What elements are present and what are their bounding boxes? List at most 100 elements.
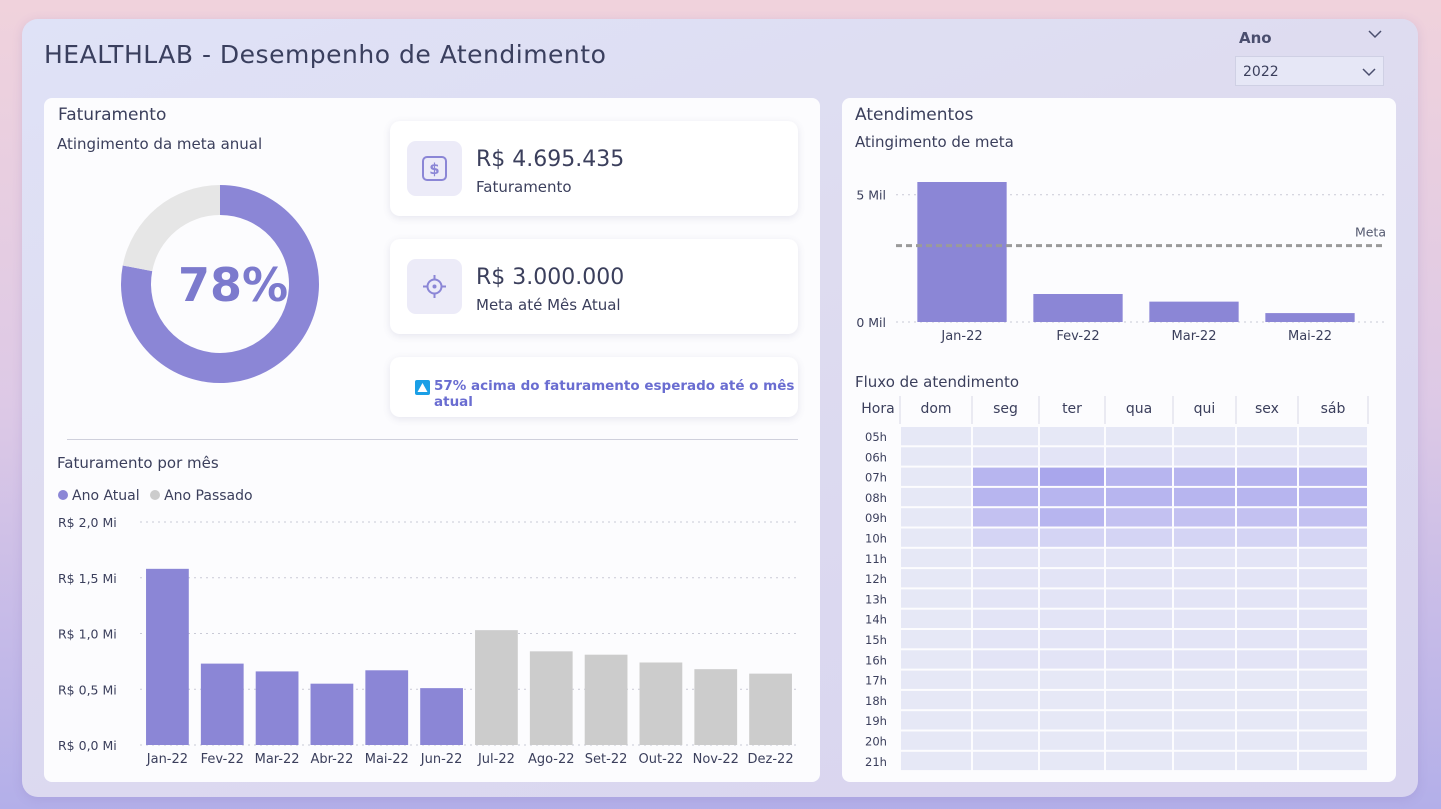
atendimentos-title: Atendimentos	[855, 105, 974, 125]
heatmap-cell	[901, 447, 971, 466]
heatmap-cell	[973, 670, 1038, 689]
heatmap-cell	[1040, 589, 1104, 608]
legend-label-current: Ano Atual	[72, 488, 140, 504]
x-tick-label: Nov-22	[693, 752, 739, 767]
heatmap-cell	[1174, 609, 1235, 628]
faturamento-title: Faturamento	[58, 105, 167, 125]
heatmap-hour-header: Hora	[861, 401, 894, 417]
heatmap-cell	[1237, 670, 1297, 689]
heatmap-cell	[1237, 508, 1297, 527]
heatmap-cell	[901, 751, 971, 771]
heatmap-cell	[1299, 711, 1367, 730]
heatmap-cell	[1040, 467, 1104, 486]
heatmap-cell	[1040, 670, 1104, 689]
year-select[interactable]: 2022	[1235, 56, 1384, 86]
heatmap-cell	[973, 630, 1038, 649]
heatmap-cell	[1237, 548, 1297, 568]
y-tick-label: R$ 1,5 Mi	[58, 571, 117, 586]
y-tick-label: R$ 0,5 Mi	[58, 682, 117, 697]
x-tick-label: Set-22	[585, 752, 628, 767]
x-tick-label: Ago-22	[528, 752, 575, 767]
heatmap-cell	[1040, 711, 1104, 730]
legend-item-current[interactable]: Ano Atual	[58, 488, 140, 504]
bar-Abr-22	[310, 683, 354, 745]
page-title: HEALTHLAB - Desempenho de Atendimento	[44, 40, 607, 69]
y-tick-label: R$ 2,0 Mi	[58, 515, 117, 530]
x-tick-label: Jan-22	[146, 752, 188, 767]
y-tick-label: 5 Mil	[856, 188, 886, 203]
bar-Mar-22	[255, 671, 299, 745]
heatmap-cell	[1237, 690, 1297, 710]
heatmap-col-label: seg	[993, 401, 1018, 417]
heatmap-cell	[901, 690, 971, 710]
heatmap-cell	[1174, 467, 1235, 486]
heatmap-cell	[1174, 711, 1235, 730]
heatmap-cell	[1040, 487, 1104, 507]
bar-Out-22	[639, 662, 683, 745]
heatmap-cell	[901, 427, 971, 446]
note-card: 57% acima do faturamento esperado até o …	[390, 357, 798, 417]
x-tick-label: Dez-22	[748, 752, 794, 767]
heatmap-cell	[1237, 528, 1297, 547]
bar-Fev-22	[200, 663, 244, 745]
heatmap-cell	[1106, 467, 1172, 486]
heatmap-cell	[1040, 731, 1104, 750]
bar-Jan-22	[146, 568, 189, 745]
donut-slice-achieved	[120, 185, 319, 383]
heatmap-cell	[1174, 630, 1235, 649]
heatmap-cell	[1174, 447, 1235, 466]
legend-label-previous: Ano Passado	[164, 488, 253, 504]
bar-Mar-22	[1149, 301, 1239, 322]
heatmap-cell	[1299, 427, 1367, 446]
heatmap-cell	[1040, 548, 1104, 568]
x-tick-label: Fev-22	[1056, 329, 1099, 344]
chevron-down-icon[interactable]	[1367, 26, 1383, 46]
heatmap-row-label: 18h	[865, 694, 887, 708]
heatmap-cell	[1106, 630, 1172, 649]
heatmap-cell	[1040, 751, 1104, 771]
legend-dot-current	[58, 490, 68, 500]
bar-Fev-22	[1033, 294, 1123, 322]
heatmap-cell	[1299, 751, 1367, 771]
heatmap-cell	[1106, 609, 1172, 628]
heatmap-cell	[973, 650, 1038, 669]
target-icon	[407, 259, 462, 314]
heatmap-cell	[1174, 690, 1235, 710]
chevron-down-icon[interactable]	[1361, 61, 1377, 84]
heatmap-cell	[1106, 751, 1172, 771]
x-tick-label: Out-22	[639, 752, 684, 767]
heatmap-cell	[1174, 548, 1235, 568]
heatmap-cell	[1299, 487, 1367, 507]
heatmap-row-label: 11h	[865, 552, 887, 566]
x-tick-label: Fev-22	[201, 752, 244, 767]
heatmap-cell	[1040, 630, 1104, 649]
bar-Ago-22	[529, 651, 573, 745]
heatmap-col-label: sáb	[1321, 401, 1346, 417]
heatmap-cell	[1299, 690, 1367, 710]
heatmap-row-label: 06h	[865, 450, 887, 464]
heatmap-cell	[1106, 711, 1172, 730]
flow-subtitle: Fluxo de atendimento	[855, 373, 1020, 391]
meta-label: Meta	[1355, 225, 1386, 240]
heatmap-cell	[901, 548, 971, 568]
legend-item-previous[interactable]: Ano Passado	[150, 488, 253, 504]
x-tick-label: Mar-22	[255, 752, 300, 767]
heatmap-cell	[1299, 650, 1367, 669]
heatmap-cell	[973, 528, 1038, 547]
heatmap-row-label: 09h	[865, 511, 887, 525]
heatmap-cell	[973, 427, 1038, 446]
heatmap-cell	[1106, 427, 1172, 446]
heatmap-cell	[1237, 630, 1297, 649]
heatmap-cell	[1299, 528, 1367, 547]
heatmap-cell	[973, 569, 1038, 588]
heatmap-cell	[1040, 528, 1104, 547]
heatmap-cell	[1237, 731, 1297, 750]
heatmap-cell	[901, 508, 971, 527]
heatmap-cell	[973, 609, 1038, 628]
heatmap-cell	[1106, 690, 1172, 710]
section-divider	[67, 439, 798, 440]
heatmap-cell	[973, 731, 1038, 750]
heatmap-cell	[1299, 447, 1367, 466]
heatmap-cell	[1299, 630, 1367, 649]
heatmap-cell	[973, 690, 1038, 710]
